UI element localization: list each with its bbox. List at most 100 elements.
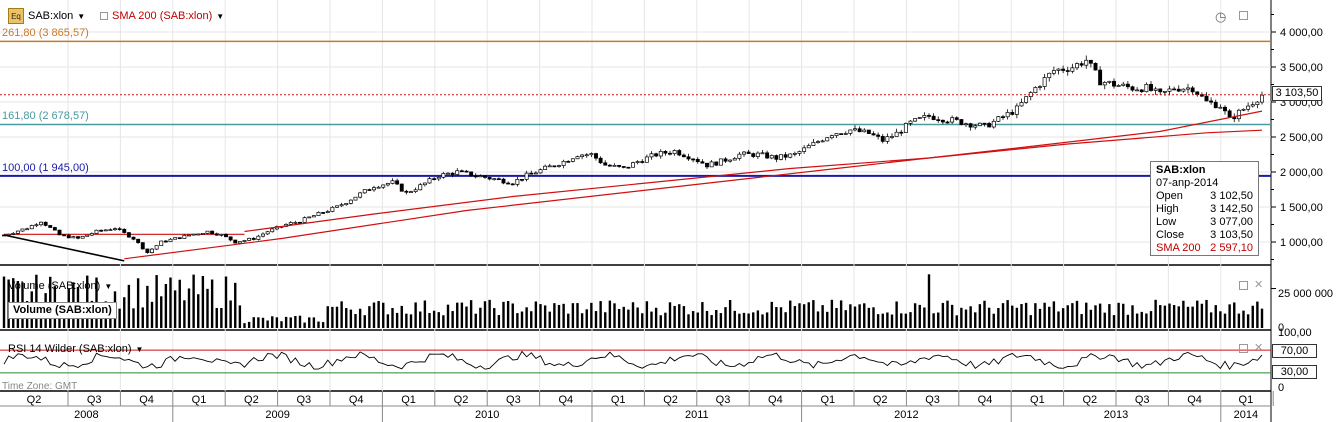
symbol-header[interactable]: Eq SAB:xlon ▼ (8, 8, 85, 24)
candle-body (510, 183, 515, 186)
volume-bar (326, 306, 329, 328)
volume-bar (294, 316, 297, 328)
chevron-down-icon[interactable]: ▼ (77, 11, 86, 21)
indicator-square-icon (100, 12, 108, 20)
clock-icon[interactable]: ◷ (1215, 9, 1227, 24)
rsi-window-icon[interactable] (1239, 344, 1248, 356)
volume-bar (160, 296, 163, 328)
candle-body (705, 162, 709, 168)
volume-bar (303, 322, 306, 328)
indicator-header[interactable]: SMA 200 (SAB:xlon) ▼ (100, 8, 224, 24)
volume-title[interactable]: Volume (SAB:xlon) (8, 280, 101, 292)
price-axis: 1 000,001 500,002 000,002 500,003 000,00… (1271, 14, 1323, 260)
candle-body (187, 234, 191, 237)
candle-body (302, 217, 307, 223)
candle-body (293, 221, 298, 224)
candle-body (626, 166, 631, 169)
volume-bar (2, 276, 6, 328)
candle-body (1079, 63, 1084, 66)
candle-body (501, 178, 506, 184)
volume-bars (2, 274, 1276, 328)
volume-bar (590, 302, 593, 328)
candle-body (871, 133, 876, 136)
candle-body (547, 165, 552, 168)
candle-body (163, 240, 168, 243)
candle-body (288, 222, 293, 225)
chevron-down-icon[interactable]: ▼ (104, 281, 113, 291)
chevron-down-icon[interactable]: ▼ (216, 11, 225, 21)
volume-bar (298, 315, 302, 328)
chevron-down-icon[interactable]: ▼ (135, 344, 144, 354)
candle-body (1102, 82, 1107, 86)
candle-body (1176, 88, 1181, 92)
price-tick-label: 3 500,00 (1280, 62, 1323, 74)
candle-body (1070, 67, 1075, 72)
volume-bar (1048, 306, 1051, 328)
candle-body (177, 237, 182, 239)
candle-body (214, 233, 219, 236)
volume-bar (1015, 307, 1019, 328)
candle-body (1056, 68, 1061, 71)
volume-bar (1145, 313, 1148, 328)
candle-body (15, 230, 20, 234)
volume-bar (923, 307, 926, 328)
candle-body (506, 182, 511, 185)
candle-body (6, 233, 11, 236)
candle-body (261, 233, 265, 237)
candle-body (617, 164, 622, 167)
volume-bar (659, 315, 662, 328)
volume-bar (405, 313, 408, 328)
volume-bar (571, 303, 575, 328)
window-icon[interactable] (1239, 11, 1248, 23)
volume-bar (331, 306, 334, 328)
candle-body (1135, 89, 1140, 92)
volume-bar (761, 314, 764, 328)
candle-body (802, 147, 807, 152)
candle-body (922, 115, 927, 118)
candle-body (335, 205, 339, 208)
candle-body (1042, 77, 1047, 87)
sma-200-lines (0, 94, 1271, 260)
candle-body (159, 240, 164, 246)
candle-body (413, 189, 418, 192)
volume-bar (886, 312, 889, 328)
volume-close-icon[interactable]: ✕ (1254, 279, 1264, 291)
quarter-label: Q4 (1187, 394, 1202, 406)
volume-bar (895, 301, 898, 328)
volume-bar (1094, 305, 1097, 328)
candle-body (1061, 68, 1066, 71)
volume-bar (1043, 302, 1046, 328)
volume-window-icon[interactable] (1239, 281, 1248, 293)
candle-body (173, 237, 178, 240)
volume-bar (127, 284, 131, 328)
candle-body (1190, 87, 1195, 93)
volume-bar (927, 274, 931, 328)
volume-bar (849, 304, 852, 328)
volume-header[interactable]: Volume (SAB:xlon) ▼ (8, 278, 112, 294)
rsi-close-icon[interactable]: ✕ (1254, 342, 1264, 354)
candle-body (140, 242, 145, 250)
volume-bar (793, 306, 797, 328)
info-date: 07-anp-2014 (1156, 177, 1219, 189)
candle-body (1186, 87, 1190, 90)
candle-body (122, 228, 127, 233)
volume-bar (1103, 312, 1106, 328)
volume-bar (562, 303, 565, 328)
volume-bar (423, 300, 427, 328)
candle-body (839, 133, 844, 135)
volume-bar (224, 276, 228, 328)
volume-bar (835, 307, 838, 328)
rsi-title[interactable]: RSI 14 Wilder (SAB:xlon) (8, 343, 132, 355)
candle-body (1093, 62, 1098, 71)
quarter-label: Q3 (925, 394, 940, 406)
symbol-label[interactable]: SAB:xlon (28, 10, 74, 22)
volume-bar (909, 312, 912, 328)
indicator-label[interactable]: SMA 200 (SAB:xlon) (112, 10, 213, 22)
volume-bar (937, 312, 940, 328)
candle-body (1162, 90, 1167, 93)
candle-body (723, 158, 728, 162)
year-label: 2012 (894, 409, 918, 421)
candle-body (566, 160, 571, 163)
rsi-header[interactable]: RSI 14 Wilder (SAB:xlon) ▼ (8, 341, 143, 357)
candle-body (1260, 94, 1264, 103)
